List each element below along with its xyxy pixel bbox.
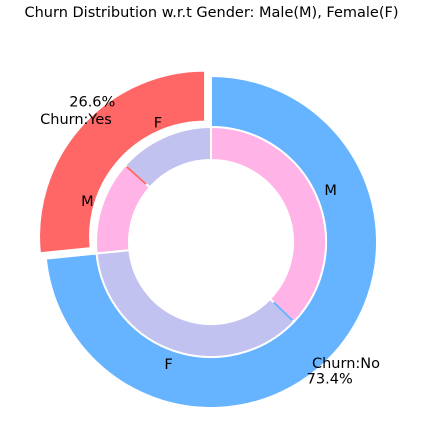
outer-slice-percent-churn-no: 73.4% bbox=[307, 371, 353, 387]
outer-slice-percent-churn-yes: 26.6% bbox=[69, 95, 115, 111]
boundary-marker-churn-yes bbox=[126, 165, 147, 185]
inner-slice-churn-no-m bbox=[210, 125, 327, 324]
inner-slice-label-churn-yes-f: F bbox=[154, 115, 162, 131]
inner-slice-label-churn-no-m: M bbox=[324, 183, 337, 199]
group-boundary-markers bbox=[126, 165, 294, 322]
outer-slice-label-churn-yes: Churn:Yes bbox=[40, 112, 112, 128]
outer-slice-label-churn-no: Churn:No bbox=[312, 356, 380, 372]
inner-slice-label-churn-no-f: F bbox=[164, 357, 172, 373]
inner-slice-churn-no-f bbox=[95, 249, 296, 358]
inner-slice-label-churn-yes-m: M bbox=[81, 194, 94, 210]
chart-title: Churn Distribution w.r.t Gender: Male(M)… bbox=[24, 5, 399, 21]
outer-slice-churn-yes bbox=[38, 69, 207, 255]
inner-ring bbox=[95, 125, 327, 358]
boundary-marker-churn-no bbox=[272, 301, 294, 322]
